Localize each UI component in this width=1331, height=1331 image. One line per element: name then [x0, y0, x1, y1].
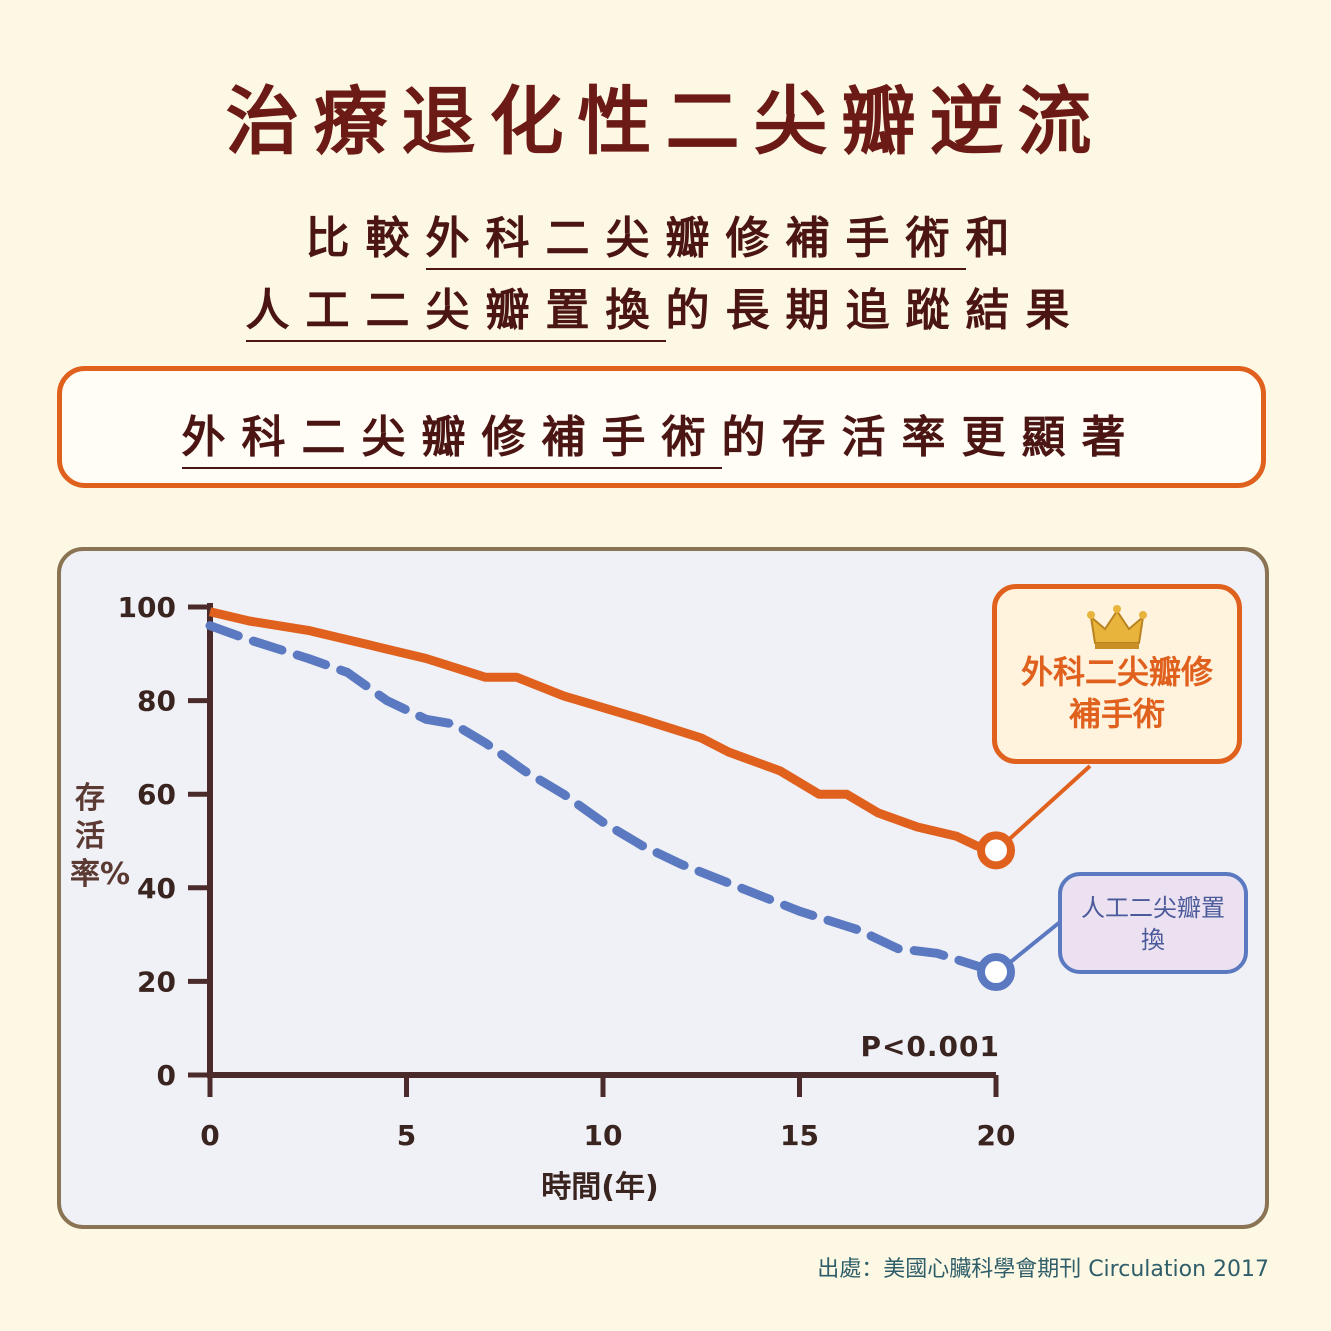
- legend-replace: 人工二尖瓣置換: [1058, 872, 1248, 974]
- data-point-replace: [484, 742, 486, 744]
- y-axis-label: 存活率%: [70, 781, 131, 892]
- data-point-repair: [248, 620, 250, 622]
- y-tick-label: 0: [157, 1059, 176, 1092]
- subtitle-line-1-suffix: 和: [965, 213, 1026, 264]
- data-point-replace: [563, 793, 565, 795]
- data-point-replace: [347, 672, 349, 674]
- data-point-replace: [523, 770, 525, 772]
- endpoint-marker-replace: [977, 953, 1015, 992]
- data-point-repair: [975, 845, 977, 847]
- data-point-replace: [681, 863, 683, 865]
- data-point-repair: [516, 676, 518, 678]
- source-citation: 出處：美國心臟科學會期刊 Circulation 2017: [817, 1257, 1269, 1282]
- subtitle-replace-underlined: 人工二尖瓣置換: [245, 285, 666, 342]
- data-point-repair: [307, 629, 309, 631]
- y-tick-label: 40: [137, 872, 176, 905]
- highlight-underlined: 外科二尖瓣修補手術: [181, 412, 722, 469]
- data-point-replace: [602, 821, 604, 823]
- series-line-replace: [205, 621, 1001, 977]
- series-line-repair: [208, 607, 998, 855]
- endpoint-marker-repair: [977, 831, 1015, 870]
- data-point-repair: [563, 695, 565, 697]
- x-axis-label: 時間(年): [541, 1170, 659, 1205]
- data-point-repair: [846, 793, 848, 795]
- highlight-text: 外科二尖瓣修補手術的存活率更顯著: [62, 401, 1261, 469]
- data-point-repair: [700, 737, 702, 739]
- data-point-replace: [248, 639, 250, 641]
- data-point-repair: [366, 643, 368, 645]
- data-point-replace: [209, 625, 211, 627]
- data-point-repair: [818, 793, 820, 795]
- subtitle-line-1-prefix: 比較: [305, 213, 426, 264]
- axis-layer: 0 20 40 60 80 100 0 5 10 15 20: [118, 591, 1016, 1152]
- highlight-box: 外科二尖瓣修補手術的存活率更顯著: [57, 366, 1266, 488]
- x-tick-label: 0: [200, 1119, 219, 1152]
- legend-repair-label: 外科二尖瓣修補手術: [1020, 653, 1213, 733]
- data-point-replace: [386, 700, 388, 702]
- legend-repair: 外科二尖瓣修補手術: [992, 584, 1242, 764]
- connector-layer: [1006, 764, 1092, 966]
- x-tick-label: 20: [977, 1119, 1016, 1152]
- data-point-replace: [453, 723, 455, 725]
- data-point-replace: [897, 948, 899, 950]
- crown-icon: [997, 603, 1237, 651]
- y-tick-label: 20: [137, 965, 176, 998]
- legend-replace-label: 人工二尖瓣置換: [1081, 894, 1225, 954]
- x-tick-label: 10: [584, 1119, 623, 1152]
- data-point-replace: [307, 657, 309, 659]
- data-point-repair: [484, 676, 486, 678]
- data-point-replace: [857, 929, 859, 931]
- page-title: 治療退化性二尖瓣逆流: [225, 79, 1106, 165]
- subtitle-repair-underlined: 外科二尖瓣修補手術: [425, 213, 966, 270]
- connector-replace: [1006, 920, 1062, 966]
- subtitle-line-2: 人工二尖瓣置換的長期追蹤結果: [0, 274, 1331, 342]
- data-point-replace: [740, 887, 742, 889]
- data-point-repair: [209, 611, 211, 613]
- series-layer: [205, 607, 1015, 992]
- data-point-repair: [877, 812, 879, 814]
- y-tick-label: 100: [118, 591, 176, 624]
- data-point-repair: [916, 826, 918, 828]
- y-tick-label: 60: [137, 778, 176, 811]
- p-value-annotation: P<0.001: [860, 1030, 1000, 1063]
- data-point-replace: [425, 718, 427, 720]
- data-point-repair: [956, 835, 958, 837]
- data-point-repair: [728, 751, 730, 753]
- data-point-replace: [936, 952, 938, 954]
- x-tick-label: 15: [780, 1119, 819, 1152]
- data-point-repair: [779, 770, 781, 772]
- data-point-repair: [641, 718, 643, 720]
- x-tick-label: 5: [397, 1119, 416, 1152]
- data-point-repair: [425, 657, 427, 659]
- highlight-suffix: 的存活率更顯著: [721, 412, 1142, 463]
- data-point-replace: [641, 845, 643, 847]
- connector-repair: [1006, 764, 1092, 842]
- subtitle-line-1: 比較外科二尖瓣修補手術和: [0, 202, 1331, 270]
- y-tick-label: 80: [137, 685, 176, 718]
- subtitle-line-2-suffix: 的長期追蹤結果: [665, 285, 1086, 336]
- data-point-replace: [799, 910, 800, 912]
